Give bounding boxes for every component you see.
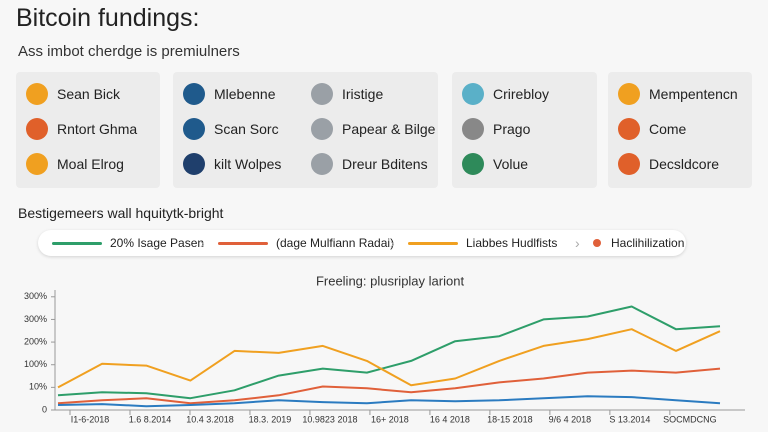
separator: › xyxy=(200,235,205,251)
icon xyxy=(618,153,640,175)
card-item: Dreur Bditens xyxy=(311,152,428,176)
card-item: Crirebloy xyxy=(462,82,549,106)
chart: Freeling: plusriplay lariont 0 10% 100% 200… xyxy=(24,273,745,424)
legend-swatch xyxy=(52,241,102,245)
x-tick-label: 10.4 3.2018 xyxy=(186,414,234,424)
card-item: Rntort Ghma xyxy=(26,117,137,141)
legend-label: (dage Mulfiann Radai) xyxy=(276,236,395,250)
icon xyxy=(311,118,333,140)
y-tick-label: 200% xyxy=(24,336,47,346)
series-line xyxy=(57,328,721,389)
icon xyxy=(311,83,333,105)
icon xyxy=(183,118,205,140)
x-tick-label: 1.6 8.2014 xyxy=(129,414,172,424)
card-item: Prago xyxy=(462,117,530,141)
legend-item: Liabbes Hudlfists xyxy=(408,230,557,256)
card: Crirebloy Prago Volue xyxy=(452,72,597,188)
icon xyxy=(462,153,484,175)
legend-swatch xyxy=(408,241,458,245)
legend-item: 20% Isage Pasen xyxy=(52,230,204,256)
card-item: Come xyxy=(618,117,686,141)
item-label: Scan Sorc xyxy=(214,121,279,137)
card-item: kilt Wolpes xyxy=(183,152,281,176)
card-item: Iristige xyxy=(311,82,383,106)
item-label: kilt Wolpes xyxy=(214,156,282,172)
item-label: Prago xyxy=(493,121,531,137)
item-label: Papear & Bilge xyxy=(342,121,436,137)
separator: › xyxy=(390,235,395,251)
legend-swatch xyxy=(593,239,601,247)
legend-item: (dage Mulfiann Radai) xyxy=(218,230,394,256)
series-line xyxy=(57,367,721,405)
y-tick-label: 100% xyxy=(24,359,47,369)
y-tick-label: 300% xyxy=(24,291,47,301)
legend-label: Haclihilization xyxy=(611,236,685,250)
item-label: Dreur Bditens xyxy=(342,156,428,172)
card-item: Volue xyxy=(462,152,528,176)
x-tick-label: SOCMDCNG xyxy=(663,414,717,424)
item-label: Mlebenne xyxy=(214,86,276,102)
card: Mempentencn Come Decsldcore xyxy=(608,72,752,188)
legend: 20% Isage Pasen (dage Mulfiann Radai) › Lia… xyxy=(38,230,686,256)
subtitle: Ass imbot cherdge is premiulners xyxy=(18,43,240,60)
legend-swatch xyxy=(218,241,268,245)
section-heading: Bestigemeers wall hquitytk-bright xyxy=(18,205,224,221)
card-item: Mlebenne xyxy=(183,82,276,106)
series-line xyxy=(57,395,721,408)
card-item: Papear & Bilge xyxy=(311,117,435,141)
title: Bitcoin fundings: xyxy=(16,4,200,32)
item-label: Volue xyxy=(493,156,529,172)
chart-title: Freeling: plusriplay lariont xyxy=(316,273,465,288)
x-tick-label: 9/6 4 2018 xyxy=(549,414,592,424)
y-tick-label: 0 xyxy=(42,404,47,414)
item-label: Rntort Ghma xyxy=(57,121,138,137)
x-tick-label: S 13.2014 xyxy=(609,414,650,424)
card-item: Mempentencn xyxy=(618,82,738,106)
legend-label: Liabbes Hudlfists xyxy=(466,236,558,250)
x-tick-label: 18-15 2018 xyxy=(487,414,533,424)
icon xyxy=(311,153,333,175)
card: Mlebenne Scan Sorc kilt Wolpes Iristige Pape… xyxy=(173,72,438,188)
y-tick-label: 10% xyxy=(29,382,47,392)
x-tick-label: 16+ 2018 xyxy=(371,414,409,424)
item-label: Come xyxy=(649,121,687,137)
item-label: Iristige xyxy=(342,86,384,102)
series-line xyxy=(57,305,721,400)
icon xyxy=(183,153,205,175)
item-label: Moal Elrog xyxy=(57,156,124,172)
separator: › xyxy=(575,235,580,251)
legend-label: 20% Isage Pasen xyxy=(110,236,205,250)
icon xyxy=(462,83,484,105)
icon xyxy=(618,118,640,140)
card-item: Sean Bick xyxy=(26,82,120,106)
y-tick-label: 300% xyxy=(24,314,47,324)
item-label: Sean Bick xyxy=(57,86,121,102)
card-item: Moal Elrog xyxy=(26,152,124,176)
x-tick-label: 10.9823 2018 xyxy=(302,414,357,424)
icon xyxy=(462,118,484,140)
item-label: Mempentencn xyxy=(649,86,738,102)
icon xyxy=(26,83,48,105)
x-tick-label: 16 4 2018 xyxy=(430,414,470,424)
icon xyxy=(618,83,640,105)
card-item: Decsldcore xyxy=(618,152,719,176)
legend-item: Haclihilization xyxy=(593,230,684,256)
card-item: Scan Sorc xyxy=(183,117,279,141)
icon xyxy=(26,153,48,175)
card: Sean Bick Rntort Ghma Moal Elrog xyxy=(16,72,160,188)
item-label: Crirebloy xyxy=(493,86,550,102)
x-tick-label: I1-6-2018 xyxy=(71,414,110,424)
icon xyxy=(26,118,48,140)
x-tick-label: 18.3. 2019 xyxy=(249,414,292,424)
icon xyxy=(183,83,205,105)
item-label: Decsldcore xyxy=(649,156,720,172)
